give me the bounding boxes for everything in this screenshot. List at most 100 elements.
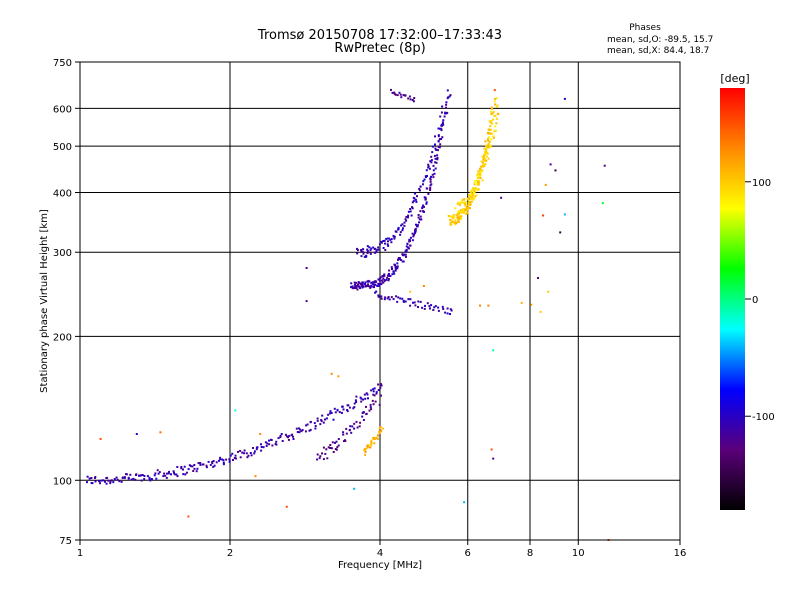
data-point (175, 473, 178, 476)
data-point (260, 443, 262, 446)
data-point (243, 449, 246, 452)
data-point (357, 283, 359, 286)
data-point (468, 207, 471, 209)
data-point (449, 313, 451, 315)
data-point (395, 295, 398, 298)
data-point (530, 303, 533, 306)
data-point (481, 165, 484, 168)
data-point (287, 436, 289, 439)
data-point (355, 281, 358, 284)
data-point (495, 117, 498, 120)
data-point (492, 136, 495, 139)
data-point (429, 187, 432, 189)
data-point (415, 200, 418, 203)
data-point (380, 383, 382, 386)
data-point (437, 135, 440, 138)
data-point (225, 458, 228, 461)
data-point (414, 198, 417, 201)
data-point (90, 482, 93, 484)
data-point (316, 453, 319, 456)
data-point (387, 278, 390, 280)
data-point (106, 476, 109, 479)
data-point (463, 211, 466, 214)
data-point (316, 417, 319, 420)
data-point (434, 167, 437, 170)
data-point (409, 208, 412, 210)
data-point (448, 215, 450, 218)
data-point (140, 479, 143, 482)
data-point (401, 260, 404, 263)
data-point (394, 230, 397, 233)
data-point (367, 445, 370, 448)
data-point (442, 308, 445, 310)
data-point (459, 218, 462, 221)
data-point (397, 226, 400, 229)
data-point (222, 463, 225, 466)
x-tick-label: 6 (465, 548, 471, 559)
data-point (403, 224, 406, 227)
y-axis-label: Stationary phase Virtual Height [km] (39, 209, 50, 393)
data-point (452, 214, 455, 216)
data-point (411, 99, 414, 101)
data-point (369, 403, 372, 406)
data-point (387, 272, 390, 275)
data-point (271, 444, 274, 447)
data-point (412, 235, 415, 238)
data-point (371, 399, 374, 402)
data-point (149, 479, 152, 482)
data-point (134, 478, 137, 481)
data-point (450, 223, 453, 226)
data-point (388, 298, 391, 301)
data-point (235, 457, 237, 460)
data-point (361, 283, 364, 286)
data-point (280, 433, 283, 435)
data-point (398, 257, 401, 259)
data-point (330, 447, 333, 450)
data-point (115, 476, 118, 479)
data-point (466, 209, 468, 212)
data-point (371, 281, 374, 284)
data-point (309, 420, 312, 423)
data-point (603, 164, 606, 167)
data-point (375, 290, 378, 293)
data-point (367, 251, 370, 254)
data-point (444, 311, 447, 314)
data-point (329, 447, 332, 449)
data-point (463, 201, 466, 204)
data-point (408, 95, 411, 98)
data-point (221, 458, 224, 461)
data-point (434, 161, 437, 164)
data-point (90, 477, 93, 479)
data-point (356, 247, 358, 250)
data-point (492, 118, 495, 121)
data-point (201, 463, 204, 466)
data-point (400, 224, 403, 227)
data-point (458, 217, 461, 220)
data-point (462, 201, 465, 204)
data-point (472, 198, 475, 201)
data-point (397, 296, 400, 299)
data-point (370, 444, 373, 447)
data-point (182, 468, 184, 471)
data-point (482, 161, 485, 164)
data-point (486, 139, 489, 142)
data-point (367, 283, 369, 286)
data-point (406, 243, 409, 245)
data-point (94, 477, 96, 479)
data-point (183, 465, 186, 468)
data-point (349, 425, 352, 428)
data-point (413, 301, 416, 304)
data-point (451, 220, 454, 223)
data-point (154, 472, 157, 475)
data-point (405, 216, 408, 218)
data-point (483, 159, 486, 161)
x-tick-label: 2 (227, 548, 233, 559)
data-point (329, 412, 331, 415)
data-point (255, 448, 258, 451)
data-point (441, 123, 443, 126)
data-point (373, 394, 376, 397)
data-point (105, 482, 108, 485)
data-point (416, 224, 419, 227)
data-point (496, 104, 499, 107)
data-point (380, 297, 383, 300)
